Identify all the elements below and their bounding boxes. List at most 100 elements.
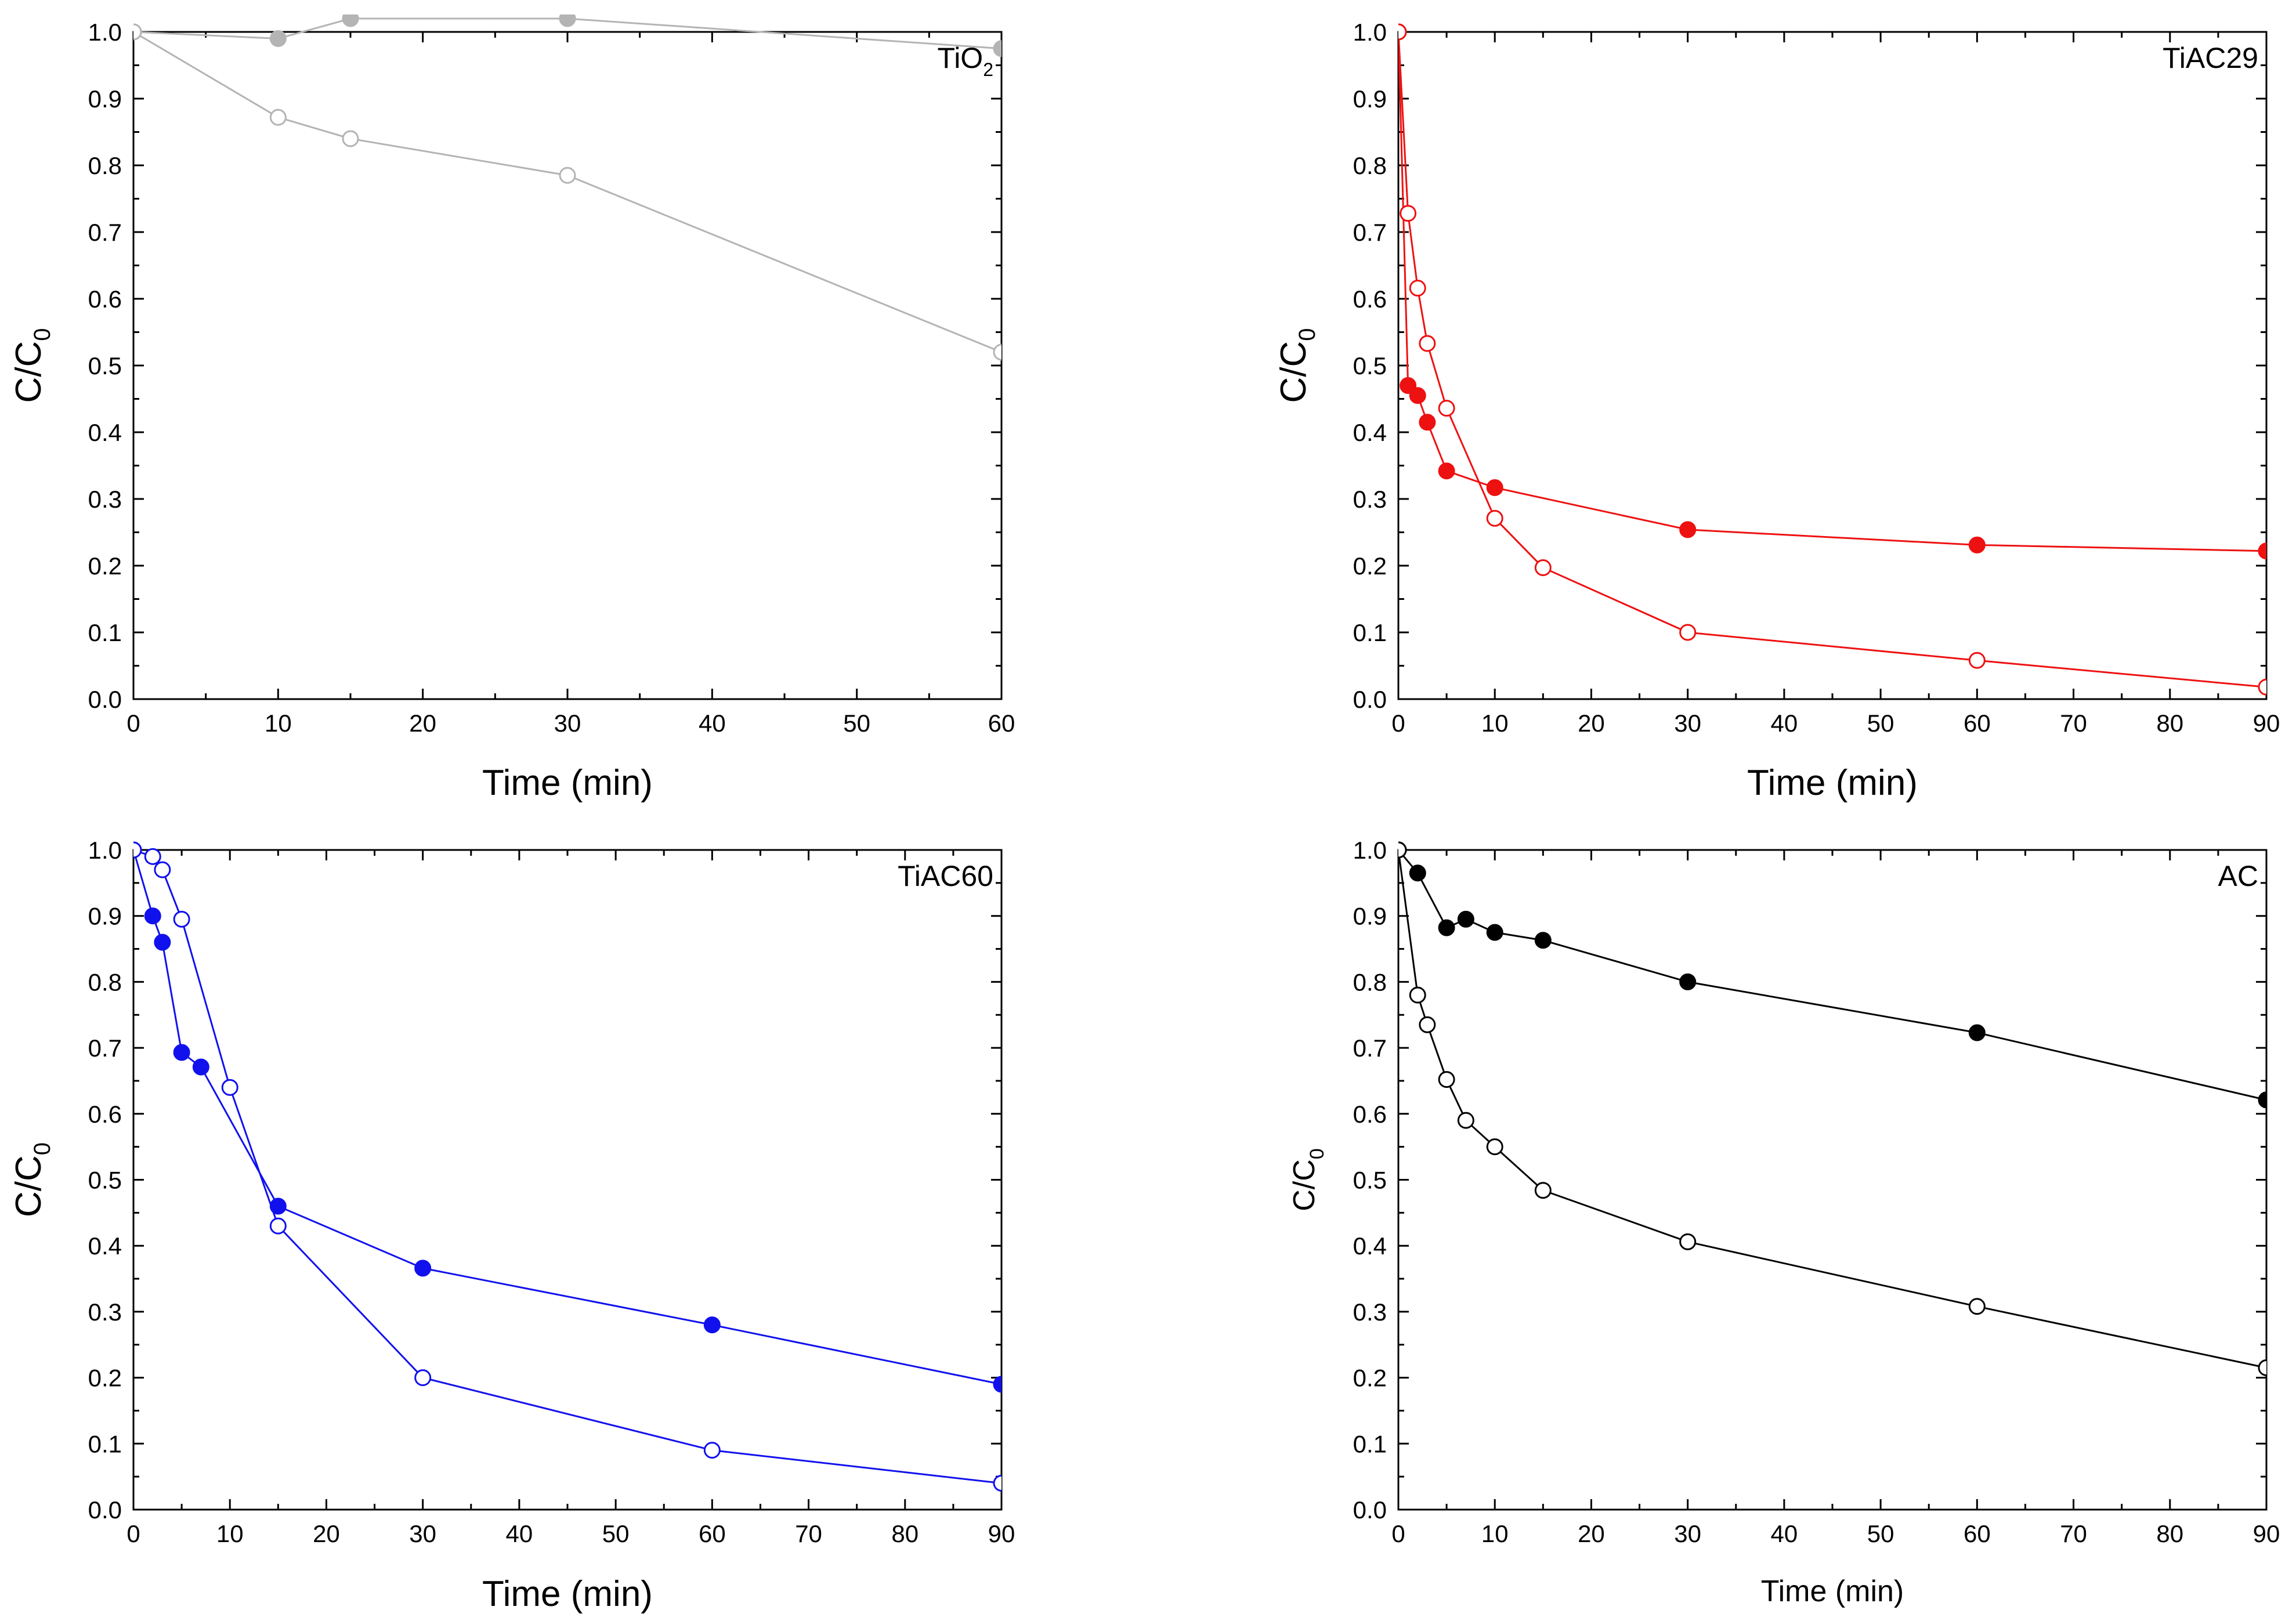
y-tick-label: 0.4	[88, 1232, 122, 1260]
x-tick-label: 80	[891, 1520, 919, 1547]
y-tick-label: 0.0	[88, 686, 122, 713]
y-axis-title: C/C0	[1274, 328, 1320, 403]
series-line-filled	[1398, 849, 2266, 1101]
data-point-filled	[342, 15, 359, 27]
data-point-open	[1409, 986, 1426, 1004]
y-tick-label: 0.5	[1353, 1167, 1387, 1194]
data-point-filled	[1409, 864, 1426, 882]
data-point-open	[1679, 624, 1697, 641]
data-point-filled	[1968, 1024, 1986, 1041]
x-tick-label: 50	[1867, 1520, 1894, 1547]
x-tick-label: 80	[2156, 1520, 2183, 1547]
data-point-open	[1534, 1182, 1552, 1199]
data-point-open	[269, 108, 287, 126]
panel-annotation: TiAC29	[2163, 42, 2258, 74]
y-axis-title: C/C0	[9, 1142, 55, 1217]
data-point-filled	[1968, 536, 1986, 553]
data-point-open	[1400, 205, 1417, 222]
y-tick-label: 0.5	[1353, 352, 1387, 379]
series-line-open	[1398, 31, 2266, 688]
y-tick-label: 1.0	[1353, 837, 1387, 864]
plot-frame	[1397, 31, 2268, 700]
x-tick-label: 20	[409, 710, 436, 737]
y-tick-label: 0.3	[88, 1298, 122, 1326]
x-axis-title: Time (min)	[482, 763, 653, 803]
x-tick-label: 0	[126, 1520, 140, 1547]
data-point-filled	[1679, 973, 1697, 990]
data-point-open	[1457, 1112, 1474, 1129]
chart-panel-2: 0 10 20 30 40 50 60 70 80 90 0.0 0.1 0.2 0.3 0.4 0.5 0.6…	[1274, 19, 2280, 803]
y-tick-label: 0.7	[88, 1034, 122, 1062]
data-point-filled	[1457, 910, 1474, 928]
data-point-filled	[559, 15, 576, 27]
x-tick-label: 30	[409, 1520, 436, 1547]
data-point-open	[2258, 1359, 2266, 1377]
series-line-open	[133, 31, 1001, 353]
y-tick-label: 0.9	[1353, 903, 1387, 930]
y-tick-label: 0.9	[88, 85, 122, 113]
y-tick-label: 0.3	[1353, 486, 1387, 513]
panel-annotation: AC	[2218, 860, 2258, 892]
data-point-filled	[1400, 377, 1417, 394]
data-point-open	[1968, 652, 1986, 669]
y-tick-label: 0.2	[1353, 552, 1387, 580]
data-point-filled	[1534, 932, 1552, 949]
x-tick-label: 10	[265, 710, 292, 737]
y-tick-label: 0.7	[88, 219, 122, 246]
data-point-open	[1419, 335, 1436, 352]
x-tick-label: 30	[1674, 1520, 1701, 1547]
x-tick-label: 40	[1771, 710, 1798, 737]
data-point-open	[1438, 400, 1455, 417]
x-tick-label: 10	[1481, 1520, 1509, 1547]
plot-frame	[132, 31, 1003, 700]
y-tick-label: 0.7	[1353, 1034, 1387, 1062]
plot-area	[133, 841, 1001, 1492]
x-tick-label: 60	[1964, 1520, 1991, 1547]
data-point-open	[1398, 841, 1407, 859]
y-tick-label: 0.8	[1353, 152, 1387, 179]
data-point-filled	[993, 40, 1001, 57]
x-tick-label: 50	[843, 710, 870, 737]
data-point-filled	[192, 1058, 209, 1076]
y-tick-label: 0.4	[1353, 1232, 1387, 1260]
y-tick-label: 0.3	[88, 486, 122, 513]
x-tick-label: 0	[126, 710, 140, 737]
data-point-filled	[414, 1260, 432, 1277]
plot-frame	[1397, 849, 2268, 1511]
data-point-open	[133, 23, 142, 41]
y-tick-label: 0.3	[1353, 1298, 1387, 1326]
data-point-filled	[2258, 1091, 2266, 1109]
data-point-open	[703, 1442, 721, 1459]
data-point-open	[559, 167, 576, 184]
x-tick-label: 60	[988, 710, 1015, 737]
y-axis-title: C/C0	[9, 328, 55, 403]
x-tick-label: 90	[2253, 1520, 2280, 1547]
series-line-filled	[133, 849, 1001, 1385]
x-tick-label: 70	[2060, 1520, 2087, 1547]
y-tick-label: 0.0	[1353, 1496, 1387, 1524]
y-tick-label: 0.9	[88, 903, 122, 930]
panel-annotation: TiAC60	[898, 860, 993, 892]
y-tick-label: 0.1	[88, 619, 122, 646]
x-tick-label: 30	[1674, 710, 1701, 737]
x-tick-label: 90	[2253, 710, 2280, 737]
data-point-filled	[154, 933, 171, 951]
chart-panel-3: 0 10 20 30 40 50 60 70 80 90 0.0 0.1 0.2 0.3 0.4 0.5 0.6…	[9, 837, 1015, 1614]
data-point-filled	[1486, 924, 1503, 941]
data-point-open	[144, 848, 161, 865]
y-tick-label: 0.6	[88, 285, 122, 313]
data-point-open	[1679, 1233, 1697, 1250]
data-point-filled	[144, 907, 161, 925]
x-tick-label: 60	[1964, 710, 1991, 737]
data-point-open	[269, 1217, 287, 1235]
data-point-open	[133, 841, 142, 859]
x-tick-label: 0	[1391, 710, 1405, 737]
y-tick-label: 0.4	[88, 419, 122, 446]
x-tick-label: 50	[1867, 710, 1894, 737]
data-point-open	[993, 343, 1001, 361]
chart-panel-4: 0 10 20 30 40 50 60 70 80 90 0.0 0.1 0.2 0.3 0.4 0.5 0.6…	[1288, 837, 2280, 1608]
x-axis-title: Time (min)	[482, 1574, 653, 1614]
x-tick-label: 90	[988, 1520, 1015, 1547]
data-point-open	[1419, 1016, 1436, 1033]
